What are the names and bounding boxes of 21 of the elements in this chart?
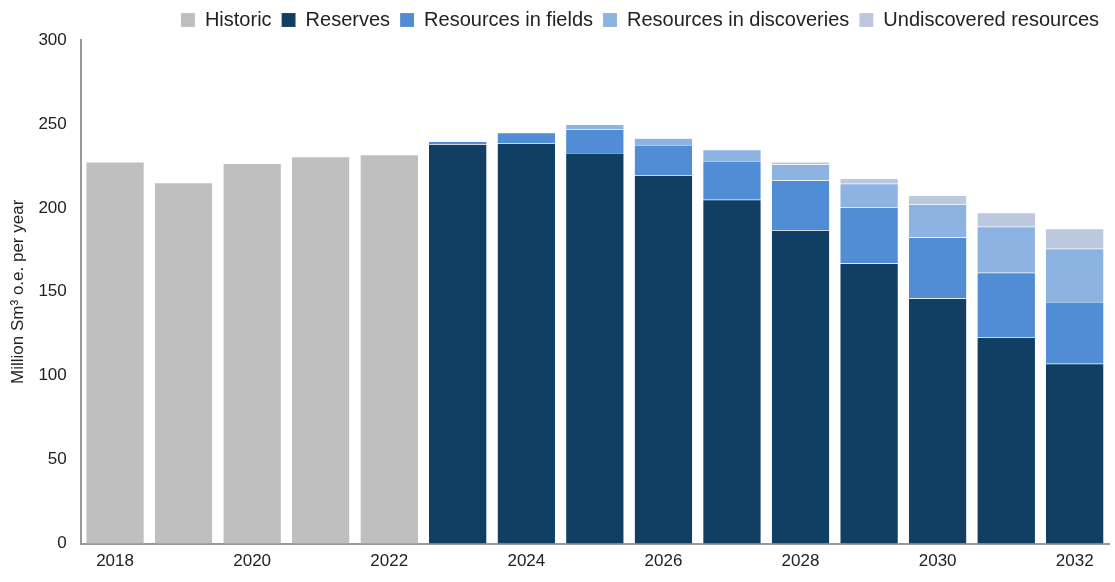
legend-label: Historic [204, 7, 272, 30]
x-tick-label: 2030 [918, 551, 957, 571]
y-tick-label: 300 [38, 29, 67, 49]
y-tick-label: 250 [38, 113, 67, 133]
legend-label: Resources in discoveries [627, 7, 850, 30]
x-tick-label: 2020 [233, 551, 272, 571]
x-tick-label: 2032 [1055, 551, 1094, 571]
y-tick-label: 0 [57, 533, 67, 553]
y-axis-title: Million Sm³ o.e. per year [7, 199, 27, 384]
legend-label: Undiscovered resources [883, 7, 1099, 30]
x-tick-label: 2026 [644, 551, 683, 571]
x-tick-label: 2028 [781, 551, 820, 571]
y-tick-label: 200 [38, 197, 67, 217]
legend-label: Resources in fields [424, 7, 594, 30]
y-tick-label: 100 [38, 365, 67, 385]
x-tick-label: 2018 [96, 551, 134, 571]
y-tick-label: 50 [47, 449, 67, 469]
y-tick-label: 150 [38, 281, 67, 301]
legend-label: Reserves [305, 7, 391, 30]
x-tick-label: 2024 [507, 551, 546, 571]
x-tick-label: 2022 [370, 551, 409, 571]
